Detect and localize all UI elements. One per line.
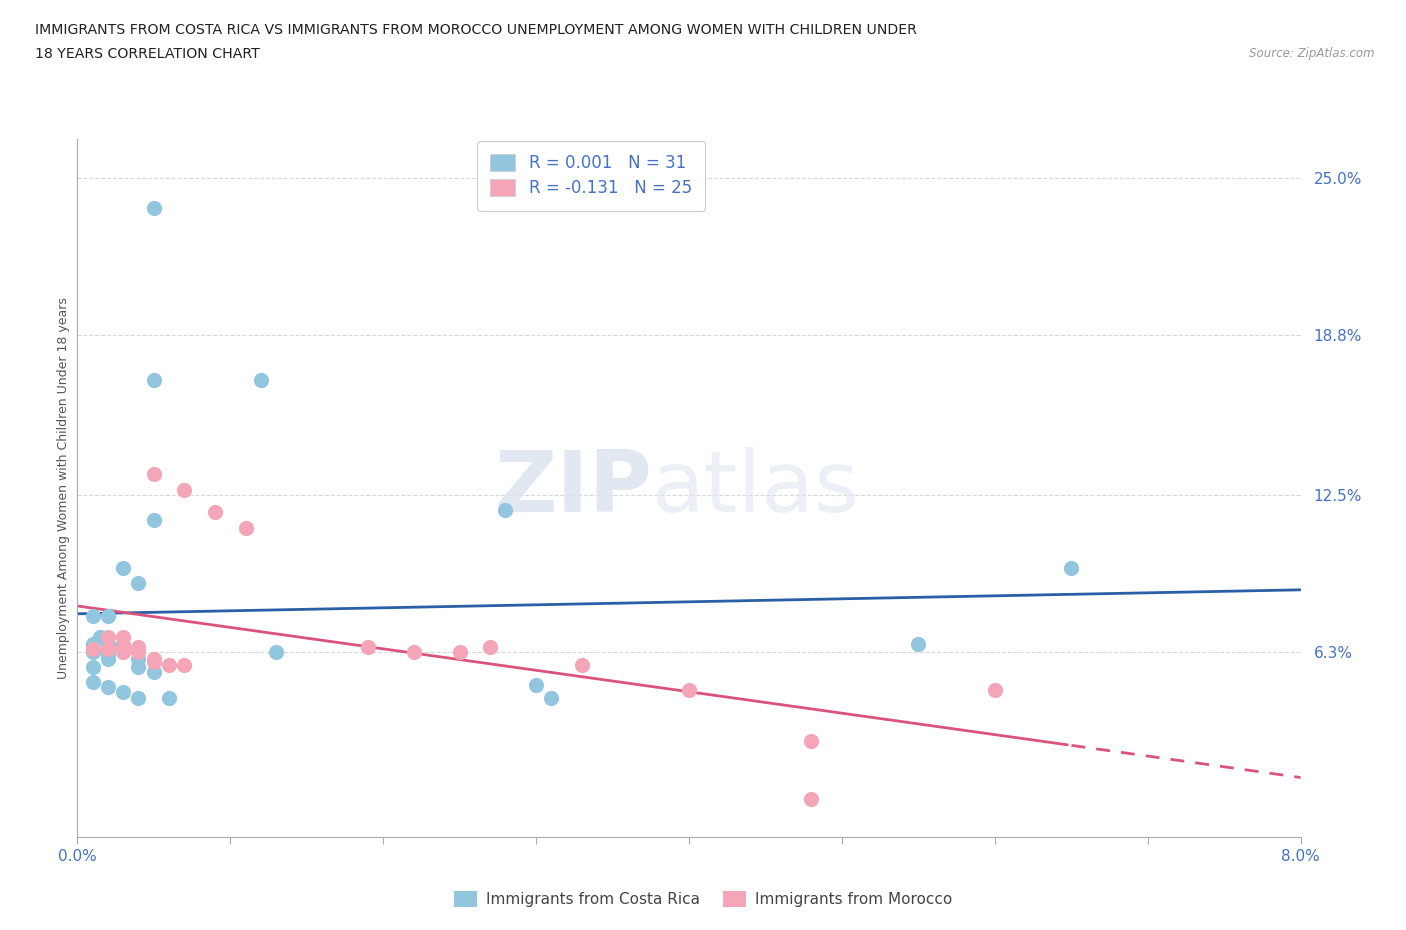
Point: [97, 642, 120, 657]
Point: [907, 637, 929, 652]
Point: [97, 637, 120, 652]
Text: IMMIGRANTS FROM COSTA RICA VS IMMIGRANTS FROM MOROCCO UNEMPLOYMENT AMONG WOMEN W: IMMIGRANTS FROM COSTA RICA VS IMMIGRANTS…: [35, 23, 917, 37]
Point: [112, 685, 135, 700]
Point: [678, 683, 700, 698]
Point: [112, 561, 135, 576]
Point: [82, 675, 104, 690]
Point: [449, 644, 471, 659]
Point: [97, 680, 120, 695]
Point: [97, 630, 120, 644]
Point: [204, 505, 226, 520]
Text: 18 YEARS CORRELATION CHART: 18 YEARS CORRELATION CHART: [35, 46, 260, 60]
Point: [82, 659, 104, 674]
Point: [1060, 561, 1083, 576]
Point: [112, 637, 135, 652]
Point: [157, 690, 180, 705]
Point: [112, 639, 135, 654]
Point: [127, 690, 149, 705]
Point: [402, 644, 425, 659]
Point: [127, 576, 149, 591]
Text: atlas: atlas: [652, 446, 860, 530]
Point: [142, 373, 165, 388]
Y-axis label: Unemployment Among Women with Children Under 18 years: Unemployment Among Women with Children U…: [58, 298, 70, 679]
Point: [984, 683, 1007, 698]
Text: ZIP: ZIP: [495, 446, 652, 530]
Point: [540, 690, 562, 705]
Point: [157, 658, 180, 672]
Point: [112, 642, 135, 657]
Point: [127, 639, 149, 654]
Point: [235, 520, 257, 535]
Point: [357, 639, 380, 654]
Point: [82, 642, 104, 657]
Point: [250, 373, 273, 388]
Text: Source: ZipAtlas.com: Source: ZipAtlas.com: [1250, 46, 1375, 60]
Point: [173, 658, 195, 672]
Legend: Immigrants from Costa Rica, Immigrants from Morocco: Immigrants from Costa Rica, Immigrants f…: [447, 884, 959, 913]
Point: [89, 630, 111, 644]
Legend: R = 0.001   N = 31, R = -0.131   N = 25: R = 0.001 N = 31, R = -0.131 N = 25: [477, 140, 706, 210]
Point: [82, 637, 104, 652]
Point: [264, 644, 287, 659]
Point: [142, 201, 165, 216]
Point: [800, 791, 823, 806]
Point: [82, 609, 104, 624]
Point: [97, 652, 120, 667]
Point: [142, 512, 165, 527]
Point: [800, 733, 823, 748]
Point: [82, 644, 104, 659]
Point: [142, 652, 165, 667]
Point: [142, 467, 165, 482]
Point: [127, 644, 149, 659]
Point: [142, 655, 165, 670]
Point: [142, 665, 165, 680]
Point: [112, 644, 135, 659]
Point: [112, 630, 135, 644]
Point: [571, 658, 593, 672]
Point: [127, 659, 149, 674]
Point: [479, 639, 502, 654]
Point: [97, 609, 120, 624]
Point: [495, 502, 517, 517]
Point: [97, 647, 120, 662]
Point: [173, 482, 195, 497]
Point: [127, 652, 149, 667]
Point: [524, 677, 547, 692]
